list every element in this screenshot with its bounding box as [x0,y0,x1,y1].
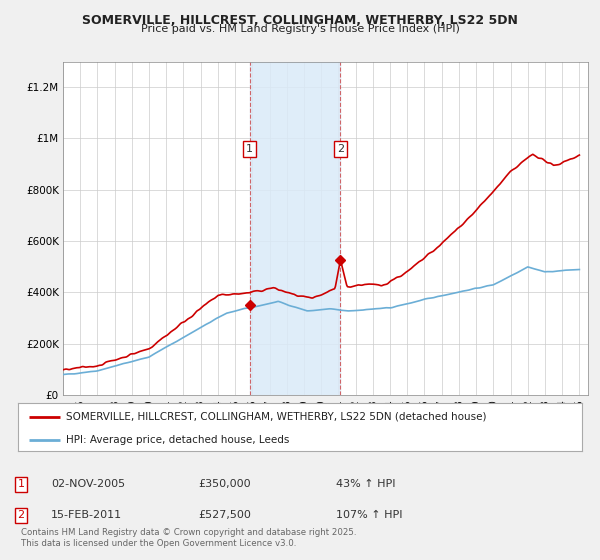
Text: 107% ↑ HPI: 107% ↑ HPI [336,510,403,520]
Text: 1: 1 [17,479,25,489]
Text: 1: 1 [246,144,253,154]
Text: 2: 2 [17,510,25,520]
Text: Price paid vs. HM Land Registry's House Price Index (HPI): Price paid vs. HM Land Registry's House … [140,24,460,34]
Text: £350,000: £350,000 [198,479,251,489]
Text: HPI: Average price, detached house, Leeds: HPI: Average price, detached house, Leed… [66,435,289,445]
Bar [250,62,340,395]
Text: SOMERVILLE, HILLCREST, COLLINGHAM, WETHERBY, LS22 5DN: SOMERVILLE, HILLCREST, COLLINGHAM, WETHE… [82,14,518,27]
Text: 15-FEB-2011: 15-FEB-2011 [51,510,122,520]
Text: 2: 2 [337,144,344,154]
Text: SOMERVILLE, HILLCREST, COLLINGHAM, WETHERBY, LS22 5DN (detached house): SOMERVILLE, HILLCREST, COLLINGHAM, WETHE… [66,412,487,422]
Text: 02-NOV-2005: 02-NOV-2005 [51,479,125,489]
Text: 43% ↑ HPI: 43% ↑ HPI [336,479,395,489]
Text: £527,500: £527,500 [198,510,251,520]
Text: Contains HM Land Registry data © Crown copyright and database right 2025.
This d: Contains HM Land Registry data © Crown c… [21,528,356,548]
